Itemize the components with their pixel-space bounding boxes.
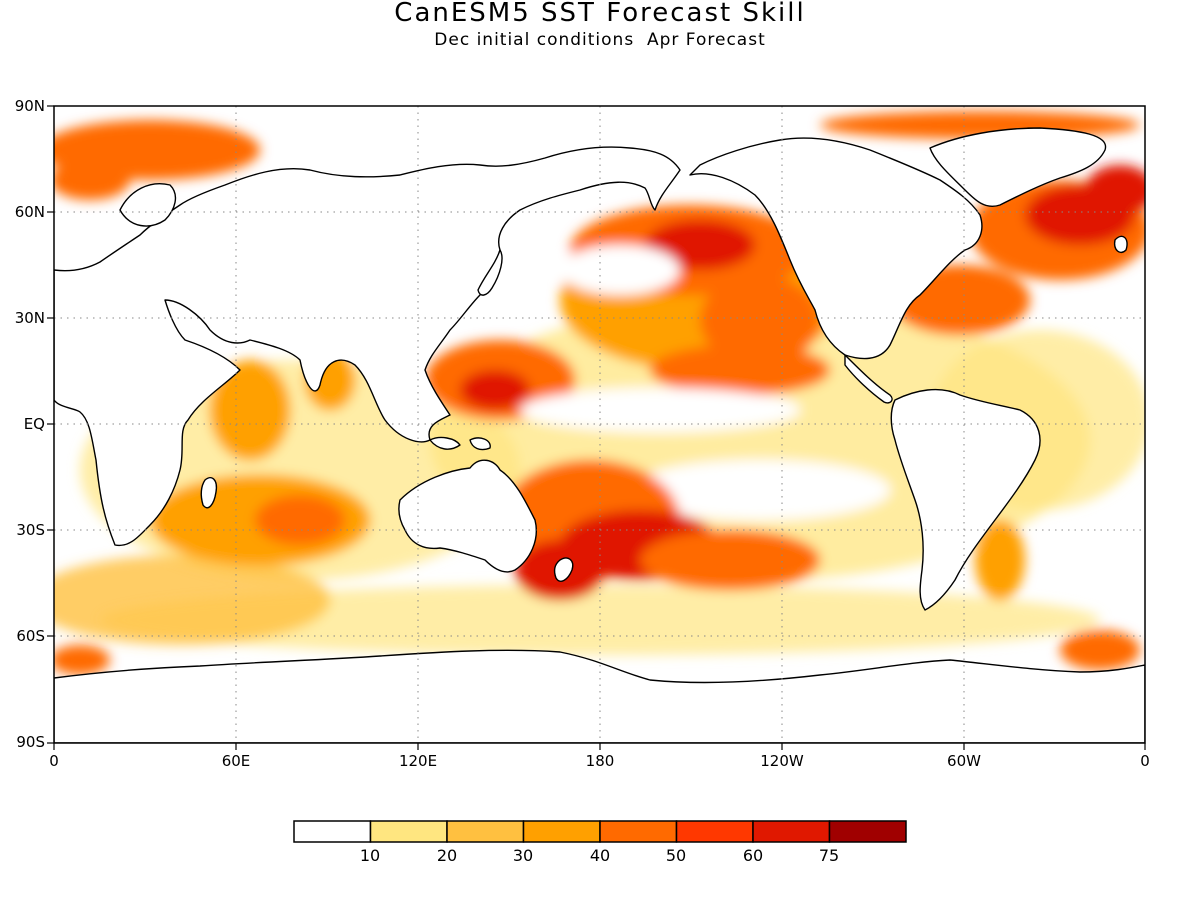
colorbar-swatch xyxy=(369,820,448,843)
colorbar-swatch xyxy=(599,820,678,843)
colorbar-label-20: 20 xyxy=(436,846,458,865)
axis-ticks xyxy=(47,105,1146,750)
lat-label-90n: 90N xyxy=(14,97,45,115)
lon-label-120e: 120E xyxy=(398,752,438,770)
colorbar xyxy=(293,820,907,843)
lat-label-90s: 90S xyxy=(16,733,45,751)
lat-label-eq: EQ xyxy=(23,415,45,433)
colorbar-label-60: 60 xyxy=(742,846,764,865)
lon-label-60e: 60E xyxy=(221,752,251,770)
lon-label-60w: 60W xyxy=(947,752,981,770)
map-subtitle: Dec initial conditions Apr Forecast xyxy=(434,30,766,50)
coastlines xyxy=(54,127,1145,743)
map-title: CanESM5 SST Forecast Skill xyxy=(394,0,806,28)
colorbar-swatch xyxy=(446,820,525,843)
lon-label-180: 180 xyxy=(585,752,615,770)
lat-label-60n: 60N xyxy=(14,203,45,221)
lon-label-0: 0 xyxy=(49,752,59,770)
lon-label-120w: 120W xyxy=(760,752,804,770)
colorbar-label-10: 10 xyxy=(359,846,381,865)
colorbar-swatch xyxy=(675,820,754,843)
colorbar-swatch xyxy=(828,820,907,843)
colorbar-swatch xyxy=(522,820,601,843)
skill-field xyxy=(54,106,1145,743)
colorbar-swatch xyxy=(293,820,372,843)
colorbar-label-40: 40 xyxy=(589,846,611,865)
colorbar-label-75: 75 xyxy=(818,846,840,865)
graticule xyxy=(54,106,1145,743)
colorbar-label-50: 50 xyxy=(665,846,687,865)
colorbar-swatch xyxy=(752,820,831,843)
lat-label-60s: 60S xyxy=(16,627,45,645)
lat-label-30s: 30S xyxy=(16,521,45,539)
lat-label-30n: 30N xyxy=(14,309,45,327)
colorbar-label-30: 30 xyxy=(512,846,534,865)
lon-label-0-east: 0 xyxy=(1140,752,1150,770)
